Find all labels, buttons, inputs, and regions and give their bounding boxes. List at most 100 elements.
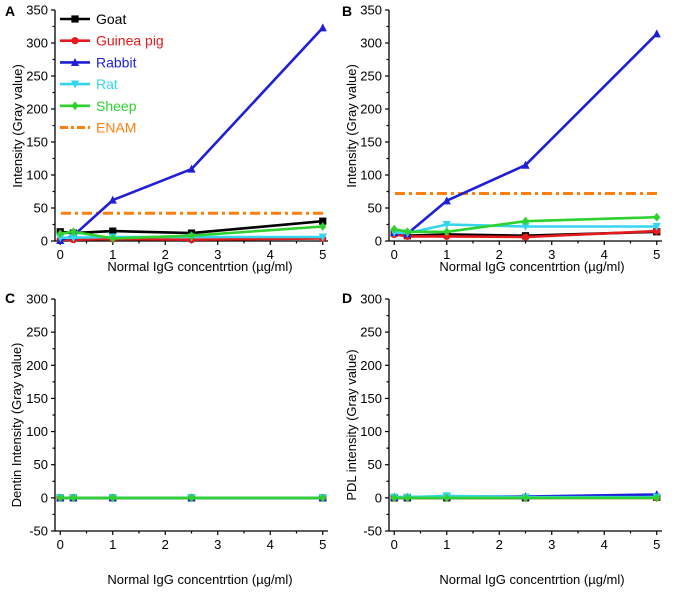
y-tick-label-a: 300	[26, 36, 48, 51]
x-tick-label-d: 2	[496, 537, 503, 552]
plot-area-c: -50 0 50 100 150 200 250 300 0 1 2 3 4 5	[26, 292, 328, 552]
y-tick-label-b: 200	[360, 102, 382, 117]
x-tick-label-c: 4	[267, 537, 274, 552]
legend-marker	[70, 80, 80, 89]
x-tick-label-b: 2	[496, 247, 503, 262]
legend-label: Goat	[96, 11, 126, 27]
series-sheep-b	[390, 212, 661, 237]
legend-label: Sheep	[96, 98, 137, 114]
legend-marker	[70, 58, 80, 66]
y-tick-label-c: 300	[26, 292, 48, 307]
data-point	[442, 196, 451, 205]
y-axis-label-b: Intensity (Gray value)	[344, 64, 359, 188]
y-axis-label-d: PDL intensity (Gray value)	[344, 349, 359, 500]
data-point	[109, 493, 117, 503]
y-tick-label-b: 350	[360, 3, 382, 18]
x-tick-label-c: 2	[162, 537, 169, 552]
data-point	[318, 23, 327, 32]
data-point	[521, 216, 530, 226]
legend-label: Guinea pig	[96, 33, 164, 49]
legend-label: ENAM	[96, 120, 136, 136]
data-point	[521, 233, 530, 241]
legend-item-goat: Goat	[60, 11, 126, 27]
data-point	[69, 493, 77, 503]
legend-label: Rabbit	[96, 54, 137, 70]
y-tick-label-c: -50	[29, 524, 48, 539]
data-point	[653, 212, 661, 222]
legend: Goat Guinea pig Rabbit Rat Sheep ENAM	[60, 11, 164, 136]
panel-b: B 0 50 100 150 200 250 300 350 0 1 2 3 4 5 Normal IgG…	[342, 3, 662, 274]
plot-area-b: 0 50 100 150 200 250 300 350 0 1 2 3 4 5	[360, 3, 662, 262]
y-tick-label-d: 200	[360, 358, 382, 373]
y-tick-label-a: 250	[26, 69, 48, 84]
data-point	[69, 234, 78, 243]
y-tick-label-d: 50	[368, 457, 382, 472]
data-point	[403, 227, 411, 237]
legend-marker	[71, 101, 79, 111]
y-tick-label-a: 100	[26, 168, 48, 183]
series-sheep-a	[56, 222, 327, 243]
data-point	[653, 493, 661, 503]
series-line	[394, 32, 658, 235]
y-tick-label-d: -50	[363, 524, 382, 539]
series-sheep-c	[56, 493, 327, 503]
legend-marker	[71, 15, 79, 23]
legend-label: Rat	[96, 76, 118, 92]
y-tick-label-d: 300	[360, 292, 382, 307]
panel-letter-a: A	[5, 3, 15, 19]
data-point	[521, 222, 530, 231]
x-tick-label-d: 5	[653, 537, 660, 552]
y-axis-label-c: Dentin Intensity (Gray value)	[9, 343, 24, 508]
panel-letter-c: C	[5, 290, 15, 306]
y-tick-label-c: 0	[41, 490, 48, 505]
data-point	[187, 164, 196, 173]
x-tick-label-b: 0	[391, 247, 398, 262]
data-point	[319, 217, 327, 225]
series-rabbit-b	[390, 29, 661, 238]
data-point	[56, 229, 64, 239]
x-tick-label-b: 4	[601, 247, 608, 262]
y-tick-label-c: 150	[26, 391, 48, 406]
y-tick-label-b: 250	[360, 69, 382, 84]
data-point	[521, 160, 530, 169]
data-point	[443, 493, 451, 503]
x-tick-label-a: 4	[267, 247, 274, 262]
x-tick-label-c: 3	[214, 537, 221, 552]
data-point	[187, 493, 196, 503]
x-tick-label-a: 0	[57, 247, 64, 262]
y-tick-label-b: 150	[360, 135, 382, 150]
y-tick-label-d: 0	[375, 490, 382, 505]
x-tick-label-a: 1	[109, 247, 116, 262]
x-tick-label-b: 3	[548, 247, 555, 262]
legend-item-sheep: Sheep	[60, 98, 137, 114]
x-tick-label-a: 2	[162, 247, 169, 262]
data-point	[390, 224, 398, 234]
x-tick-label-b: 1	[443, 247, 450, 262]
data-point	[108, 195, 117, 204]
legend-item-rabbit: Rabbit	[60, 54, 137, 70]
y-tick-label-c: 50	[34, 457, 48, 472]
x-tick-label-c: 1	[109, 537, 116, 552]
data-point	[319, 222, 327, 231]
data-point	[390, 493, 398, 503]
data-point	[69, 227, 77, 237]
plot-area-a: 0 50 100 150 200 250 300 350 0 1 2 3 4 5	[26, 3, 328, 262]
data-point	[443, 227, 451, 237]
data-point	[187, 231, 196, 241]
y-tick-label-c: 250	[26, 325, 48, 340]
panel-letter-d: D	[342, 290, 352, 306]
data-point	[318, 233, 327, 242]
y-tick-label-a: 150	[26, 135, 48, 150]
data-point	[442, 220, 451, 229]
data-point	[109, 227, 117, 235]
data-point	[652, 29, 661, 38]
x-tick-label-d: 4	[601, 537, 608, 552]
y-tick-label-a: 200	[26, 102, 48, 117]
data-point	[403, 493, 411, 503]
y-tick-label-c: 200	[26, 358, 48, 373]
y-tick-label-c: 100	[26, 424, 48, 439]
y-tick-label-a: 50	[34, 201, 48, 216]
x-tick-label-d: 0	[391, 537, 398, 552]
y-tick-label-b: 50	[368, 201, 382, 216]
